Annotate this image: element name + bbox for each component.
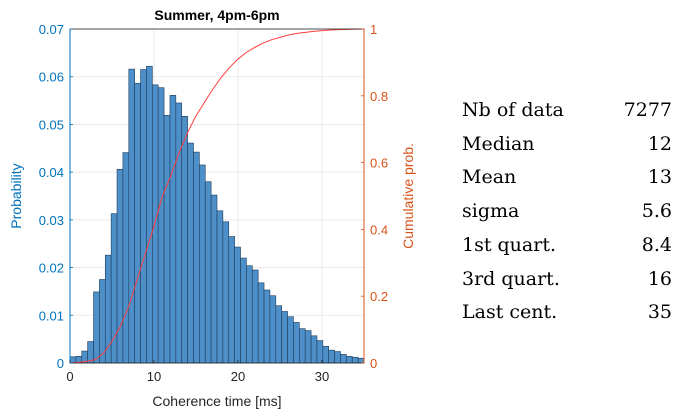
stats-row: Mean 13 [462, 161, 672, 195]
histogram-bar [169, 95, 177, 364]
stat-value: 8.4 [641, 233, 672, 256]
cumulative-line [69, 28, 365, 364]
y-tick-label: 0.07 [39, 22, 64, 37]
histogram-bar [163, 115, 171, 364]
histogram-bar [187, 142, 194, 364]
histogram-bar [234, 246, 241, 364]
stat-label: Last cent. [462, 301, 558, 324]
y-tick-label: 0.04 [39, 165, 64, 180]
y-tick-label: 0.05 [39, 117, 64, 132]
histogram-bar [263, 289, 271, 364]
histogram-bar [334, 351, 341, 364]
stat-label: 3rd quart. [462, 267, 560, 290]
stat-value: 13 [647, 166, 672, 189]
stat-value: 35 [647, 301, 672, 324]
stats-row: Nb of data 7277 [462, 94, 672, 128]
histogram-bar [199, 164, 206, 364]
histogram-bar [228, 236, 235, 364]
histogram-bar [93, 291, 100, 364]
y2-tick-label: 1 [370, 22, 377, 37]
y-tick-label: 0.03 [39, 213, 64, 228]
histogram-bar [328, 349, 335, 364]
y-tick-label: 0.01 [39, 308, 64, 323]
x-tick-label: 0 [66, 369, 73, 384]
y2-tick-label: 0.4 [370, 222, 388, 237]
histogram-bar [269, 295, 277, 364]
y-tick-label: 0.02 [39, 261, 64, 276]
histogram-bar [175, 102, 183, 364]
x-axis-label: Coherence time [ms] [152, 393, 281, 409]
histogram-bar [287, 316, 294, 364]
y2-tick-label: 0 [370, 356, 377, 371]
histogram-bar [204, 181, 212, 364]
stat-value: 12 [647, 132, 672, 155]
y-tick-label: 0 [57, 356, 64, 371]
stat-label: 1st quart. [462, 233, 556, 256]
histogram-bar [293, 322, 300, 364]
x-tick-label: 30 [315, 369, 329, 384]
histogram-bar [251, 269, 259, 364]
y2-tick-label: 0.2 [370, 289, 388, 304]
stats-row: Median 12 [462, 128, 672, 162]
histogram-bar [210, 194, 218, 364]
stat-value: 5.6 [641, 200, 672, 223]
histogram-bar [246, 265, 253, 364]
histogram-bar [357, 357, 365, 364]
histogram-bar [122, 152, 130, 364]
stat-label: Mean [462, 166, 517, 189]
x-tick-label: 20 [231, 369, 245, 384]
histogram-bar [240, 257, 247, 364]
histogram-bar [257, 282, 265, 364]
stat-value: 16 [647, 267, 672, 290]
x-tick-label: 10 [147, 369, 161, 384]
histogram-bar [299, 328, 306, 364]
axis-ticks: 0 10 20 30 0 0.01 0.02 0.03 0.04 0.05 0.06 0.07 0 0.2… [39, 22, 388, 384]
histogram-bar [116, 168, 124, 364]
y2-tick-label: 0.6 [370, 156, 388, 171]
stats-row: 3rd quart. 16 [462, 263, 672, 297]
histogram-bar [216, 210, 224, 364]
y-tick-label: 0.06 [39, 70, 64, 85]
histogram-bar [99, 279, 106, 364]
stats-row: Last cent. 35 [462, 296, 672, 330]
histogram-bar [146, 65, 153, 364]
histogram-bar [340, 354, 347, 364]
histogram-bar [316, 340, 324, 364]
histogram-bar [222, 221, 230, 364]
histogram-bar [346, 356, 353, 364]
y2-tick-label: 0.8 [370, 89, 388, 104]
histogram-bar [310, 335, 318, 364]
histogram-bar [128, 68, 135, 364]
y-axis-label: Probability [8, 163, 24, 228]
histogram-bars [69, 65, 365, 364]
histogram-bar [134, 83, 141, 364]
stats-row: 1st quart. 8.4 [462, 229, 672, 263]
stats-row: sigma 5.6 [462, 195, 672, 229]
histogram-bar [351, 356, 359, 364]
y2-axis-label: Cumulative prob. [400, 143, 416, 249]
chart-title: Summer, 4pm-6pm [154, 7, 279, 23]
stats-table: Nb of data 7277 Median 12 Mean 13 sigma 5.6 1st … [462, 94, 672, 330]
histogram-bar [152, 84, 159, 364]
histogram-bar [281, 311, 288, 364]
histogram-bar [140, 69, 147, 364]
histogram-bar [69, 356, 77, 364]
stat-label: sigma [462, 200, 520, 223]
stat-value: 7277 [623, 99, 672, 121]
stat-label: Nb of data [462, 99, 564, 121]
histogram-bar [322, 345, 330, 364]
histogram-bar [181, 116, 188, 364]
histogram-bar [275, 305, 282, 364]
histogram-chart: 0 10 20 30 0 0.01 0.02 0.03 0.04 0.05 0.06 0.07 0 0.2… [8, 7, 416, 409]
histogram-bar [193, 151, 200, 364]
histogram-bar [304, 330, 312, 364]
stat-label: Median [462, 132, 535, 155]
histogram-bar [157, 87, 165, 364]
